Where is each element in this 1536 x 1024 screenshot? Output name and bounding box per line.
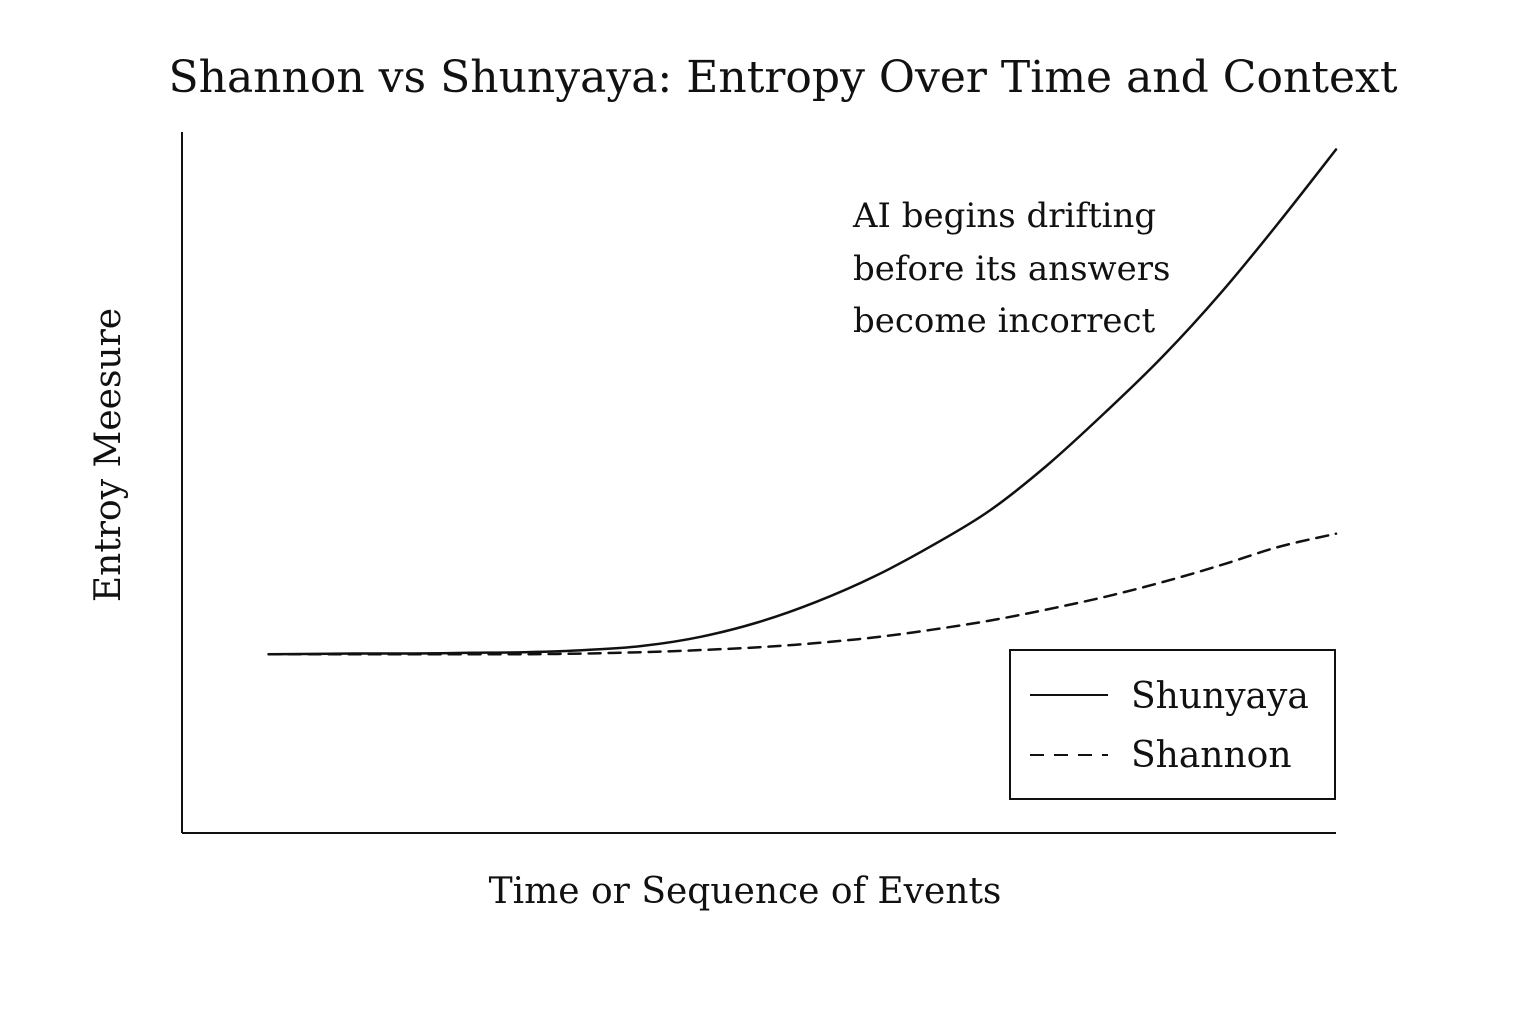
legend-label-shunyaya: Shunyaya (1131, 676, 1309, 717)
annotation: AI begins drifting before its answers be… (852, 196, 1170, 341)
series-line-shannon (267, 532, 1338, 656)
y-axis-label: Entroy Meesure (88, 308, 129, 602)
annotation-line-2: before its answers (853, 249, 1170, 289)
x-axis-label: Time or Sequence of Events (489, 871, 1002, 912)
annotation-line-3: become incorrect (853, 301, 1156, 341)
annotation-line-1: AI begins drifting (852, 196, 1156, 236)
legend-box (1009, 649, 1336, 800)
legend: Shunyaya Shannon (1009, 649, 1336, 800)
chart-title: Shannon vs Shunyaya: Entropy Over Time a… (168, 52, 1397, 103)
legend-label-shannon: Shannon (1131, 735, 1292, 776)
series-group (267, 148, 1338, 656)
series-line-shunyaya (267, 148, 1338, 656)
